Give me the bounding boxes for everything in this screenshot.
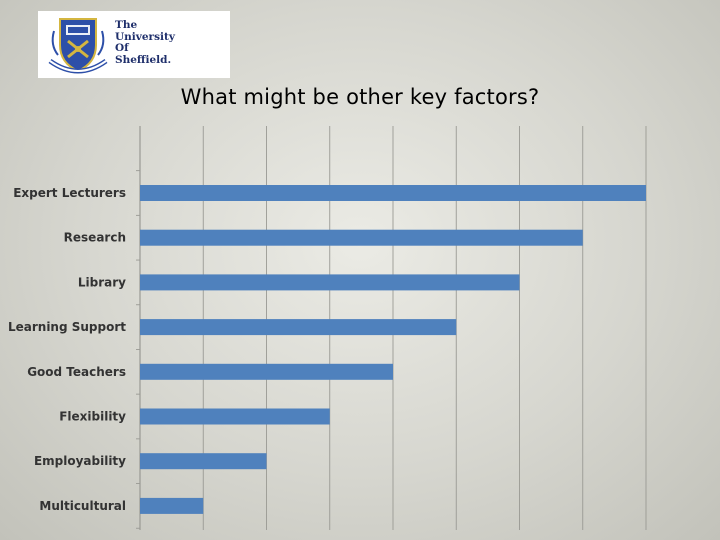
bar-employability — [140, 453, 267, 470]
bar-expert-lecturers — [140, 185, 646, 201]
category-label: Flexibility — [59, 410, 126, 424]
category-label: Employability — [34, 454, 126, 468]
category-label: Expert Lecturers — [13, 186, 126, 200]
category-label: Multicultural — [39, 499, 126, 513]
shield-crest-icon — [48, 18, 108, 74]
university-logo: The University Of Sheffield. — [38, 11, 230, 78]
logo-line-4: Sheffield. — [115, 53, 172, 66]
category-label: Research — [64, 231, 126, 245]
category-label: Good Teachers — [27, 365, 126, 379]
logo-line-3: Of — [115, 42, 129, 54]
chart-category-labels: Expert Lecturers Research Library Learning … — [8, 186, 126, 513]
slide-title: What might be other key factors? — [180, 85, 540, 109]
chart-bars — [140, 185, 646, 514]
logo-line-2: University — [115, 30, 175, 43]
bar-research — [140, 229, 583, 246]
category-label: Learning Support — [8, 320, 126, 334]
bar-multicultural — [140, 497, 204, 514]
bar-good-teachers — [140, 363, 393, 380]
logo-line-1: The — [115, 19, 138, 31]
university-wordmark: The University Of Sheffield. — [115, 19, 175, 66]
bar-library — [140, 274, 520, 291]
bar-flexibility — [140, 408, 330, 425]
bar-learning-support — [140, 319, 457, 336]
category-label: Library — [78, 275, 126, 289]
